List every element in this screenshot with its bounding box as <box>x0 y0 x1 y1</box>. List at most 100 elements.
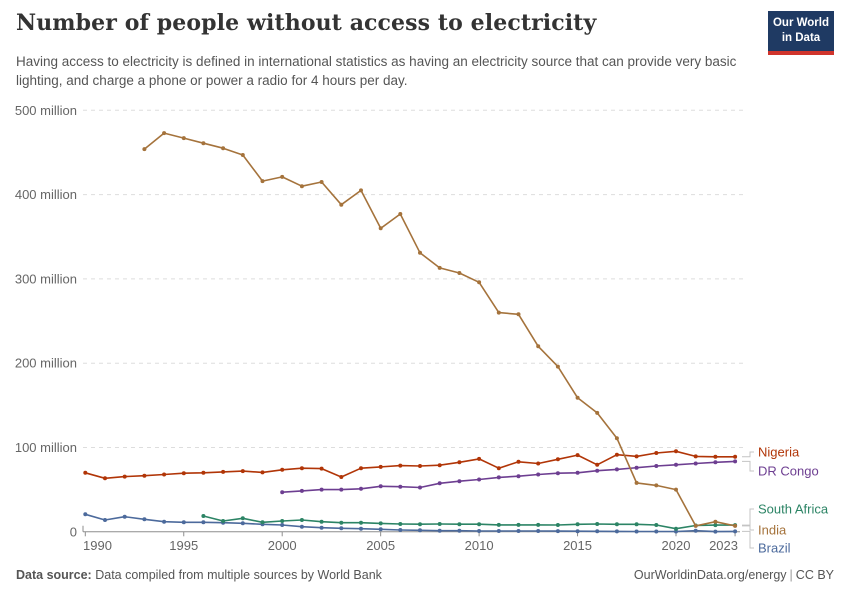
data-point-nigeria-2016[interactable] <box>595 462 600 467</box>
legend-label-south-africa[interactable]: South Africa <box>758 502 829 517</box>
data-point-dr-congo-2021[interactable] <box>693 461 698 466</box>
data-point-dr-congo-2015[interactable] <box>575 470 580 475</box>
data-point-south-africa-2018[interactable] <box>634 522 639 527</box>
data-point-south-africa-2017[interactable] <box>614 522 619 527</box>
data-point-india-2015[interactable] <box>575 395 580 400</box>
data-point-brazil-2003[interactable] <box>339 526 344 531</box>
data-point-india-2023[interactable] <box>733 523 738 528</box>
data-point-south-africa-1999[interactable] <box>260 520 265 525</box>
data-point-nigeria-1991[interactable] <box>103 476 107 481</box>
data-point-dr-congo-2005[interactable] <box>378 484 383 489</box>
data-point-india-1999[interactable] <box>260 179 265 184</box>
data-point-india-2010[interactable] <box>477 280 482 285</box>
data-point-india-2004[interactable] <box>359 188 363 193</box>
data-point-brazil-2006[interactable] <box>398 528 403 532</box>
data-point-dr-congo-2019[interactable] <box>654 464 659 468</box>
data-point-south-africa-2001[interactable] <box>299 518 304 522</box>
data-point-nigeria-2004[interactable] <box>359 466 363 471</box>
legend-label-india[interactable]: India <box>758 523 787 538</box>
data-point-brazil-1996[interactable] <box>201 520 206 525</box>
data-point-south-africa-2009[interactable] <box>457 522 462 527</box>
data-point-nigeria-2006[interactable] <box>398 463 403 468</box>
data-point-india-2019[interactable] <box>654 483 659 488</box>
data-point-south-africa-2003[interactable] <box>339 520 344 525</box>
data-point-nigeria-2005[interactable] <box>378 464 383 469</box>
data-point-brazil-2012[interactable] <box>516 529 521 533</box>
data-point-brazil-2004[interactable] <box>359 526 363 531</box>
data-point-nigeria-2001[interactable] <box>299 466 304 471</box>
data-point-south-africa-2010[interactable] <box>477 522 482 527</box>
data-point-dr-congo-2004[interactable] <box>359 486 363 491</box>
data-point-nigeria-1992[interactable] <box>122 474 127 479</box>
data-point-nigeria-1999[interactable] <box>260 470 265 475</box>
data-point-dr-congo-2000[interactable] <box>280 490 285 495</box>
data-point-brazil-2010[interactable] <box>477 529 482 533</box>
data-point-nigeria-1994[interactable] <box>162 472 167 477</box>
data-point-india-2000[interactable] <box>280 174 285 179</box>
data-point-nigeria-2007[interactable] <box>418 464 422 468</box>
data-point-dr-congo-2008[interactable] <box>437 481 442 486</box>
data-point-india-2003[interactable] <box>339 202 344 207</box>
data-point-nigeria-2012[interactable] <box>516 459 521 464</box>
data-point-india-2006[interactable] <box>398 212 403 216</box>
data-point-nigeria-2015[interactable] <box>575 453 580 458</box>
data-point-brazil-2008[interactable] <box>437 528 442 533</box>
data-point-india-2005[interactable] <box>378 226 383 231</box>
data-point-dr-congo-2009[interactable] <box>457 479 462 484</box>
chart-line-brazil[interactable] <box>85 513 736 533</box>
data-point-brazil-2018[interactable] <box>634 529 639 534</box>
data-point-dr-congo-2014[interactable] <box>555 471 560 476</box>
data-point-dr-congo-2017[interactable] <box>614 467 619 472</box>
data-point-brazil-2013[interactable] <box>536 529 541 533</box>
data-point-brazil-2005[interactable] <box>378 527 383 532</box>
data-point-south-africa-2014[interactable] <box>555 523 560 527</box>
data-point-india-2017[interactable] <box>614 436 619 441</box>
data-point-south-africa-2004[interactable] <box>359 520 363 525</box>
legend-label-dr-congo[interactable]: DR Congo <box>758 464 819 479</box>
data-point-south-africa-2011[interactable] <box>496 522 501 527</box>
data-point-brazil-1993[interactable] <box>142 517 147 522</box>
data-point-india-2001[interactable] <box>299 184 304 189</box>
chart-line-nigeria[interactable] <box>85 450 736 480</box>
data-point-south-africa-2013[interactable] <box>536 522 541 527</box>
data-point-brazil-2021[interactable] <box>693 528 698 533</box>
data-point-brazil-1991[interactable] <box>103 518 107 522</box>
data-point-india-2002[interactable] <box>319 180 324 184</box>
data-point-india-2011[interactable] <box>496 310 501 315</box>
data-point-nigeria-2013[interactable] <box>536 461 541 466</box>
data-point-south-africa-2005[interactable] <box>378 521 383 526</box>
data-point-brazil-2009[interactable] <box>457 528 462 533</box>
data-point-south-africa-2015[interactable] <box>575 522 580 527</box>
data-point-brazil-2023[interactable] <box>733 529 738 534</box>
data-point-india-2018[interactable] <box>634 480 639 485</box>
data-point-india-2016[interactable] <box>595 410 600 415</box>
data-point-india-2008[interactable] <box>437 265 442 270</box>
data-point-dr-congo-2018[interactable] <box>634 465 639 470</box>
data-point-brazil-1995[interactable] <box>181 520 186 525</box>
data-point-south-africa-2006[interactable] <box>398 522 403 526</box>
data-point-dr-congo-2002[interactable] <box>319 487 324 492</box>
data-point-dr-congo-2020[interactable] <box>674 462 678 467</box>
data-point-dr-congo-2011[interactable] <box>496 475 501 480</box>
data-point-south-africa-2022[interactable] <box>713 523 718 528</box>
data-point-brazil-2014[interactable] <box>555 529 560 534</box>
data-point-south-africa-2000[interactable] <box>280 519 285 523</box>
data-point-nigeria-1995[interactable] <box>181 471 186 476</box>
data-point-south-africa-1998[interactable] <box>240 516 245 521</box>
data-point-brazil-2017[interactable] <box>614 529 619 534</box>
data-point-nigeria-2022[interactable] <box>713 454 718 459</box>
data-point-south-africa-2008[interactable] <box>437 522 442 526</box>
data-point-brazil-1994[interactable] <box>162 519 167 524</box>
data-point-brazil-1992[interactable] <box>122 514 127 519</box>
data-point-india-1997[interactable] <box>221 146 226 151</box>
data-point-india-2021[interactable] <box>693 523 698 528</box>
data-point-brazil-2020[interactable] <box>674 529 678 534</box>
data-point-dr-congo-2016[interactable] <box>595 468 600 473</box>
legend-label-brazil[interactable]: Brazil <box>758 541 791 556</box>
data-point-nigeria-1993[interactable] <box>142 473 147 478</box>
data-point-nigeria-2018[interactable] <box>634 454 639 459</box>
data-point-india-2007[interactable] <box>418 250 422 255</box>
data-point-south-africa-2012[interactable] <box>516 522 521 527</box>
data-point-dr-congo-2003[interactable] <box>339 487 344 492</box>
data-point-south-africa-2002[interactable] <box>319 519 324 524</box>
